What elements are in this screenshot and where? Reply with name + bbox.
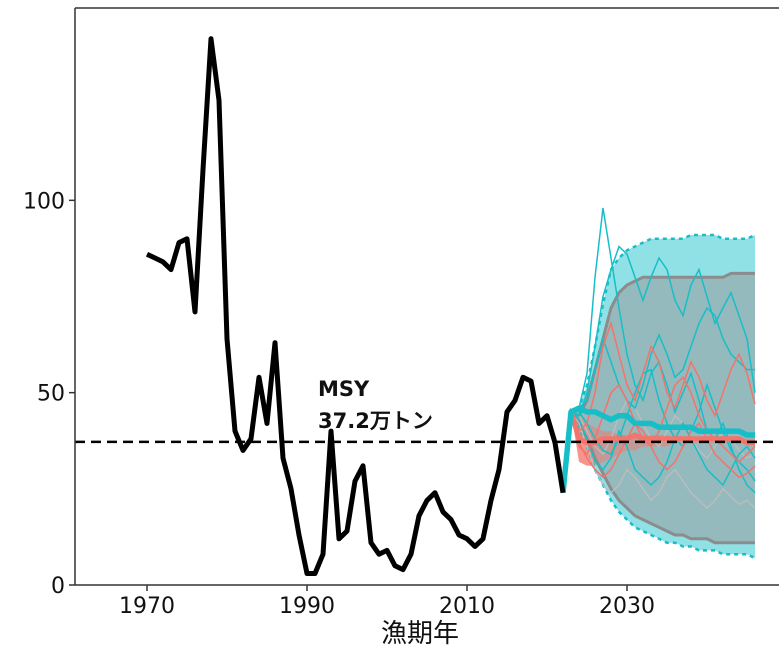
grey-trace-0 — [570, 411, 756, 510]
cyan-band-lower-line — [561, 407, 756, 560]
x-axis: 1970 1990 2010 2030 — [75, 584, 779, 619]
cyan-median-line — [560, 405, 755, 493]
x-axis-title: 漁期年 — [381, 619, 459, 648]
y-axis: 0 50 100 — [23, 7, 779, 599]
cyan-trace-2 — [571, 368, 756, 482]
red-trace-2 — [570, 411, 756, 479]
x-tick-label-2030: 2030 — [599, 594, 655, 619]
cyan-trace-3 — [570, 411, 756, 487]
y-tick-label-0: 0 — [51, 574, 65, 599]
historical-line — [145, 36, 566, 576]
x-tick-label-2010: 2010 — [439, 594, 495, 619]
red-median-line — [568, 411, 755, 446]
msy-label-line2: 37.2万トン — [318, 409, 433, 433]
grey-band-lower-line — [561, 407, 755, 545]
cyan-trace-0 — [570, 207, 756, 494]
x-tick-label-1990: 1990 — [279, 594, 335, 619]
x-tick-label-1970: 1970 — [119, 594, 175, 619]
y-tick-label-100: 100 — [23, 189, 65, 214]
cyan-trace-4 — [570, 306, 755, 413]
plot-layer — [75, 36, 779, 576]
y-tick-label-50: 50 — [37, 382, 65, 407]
grey-uncertainty-band — [563, 273, 755, 543]
msy-label-line1: MSY — [318, 377, 370, 401]
red-trace-1 — [570, 376, 756, 463]
cyan-trace-1 — [570, 245, 756, 417]
red-trace-0 — [570, 320, 756, 433]
